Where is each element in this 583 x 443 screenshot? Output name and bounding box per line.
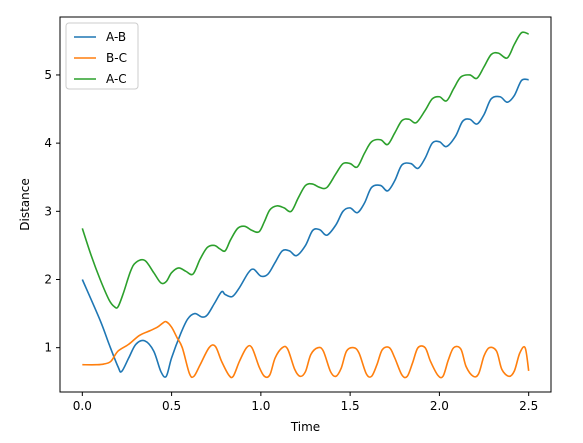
y-tick-label: 5	[44, 68, 52, 82]
series-line-a-c	[81, 31, 529, 309]
y-axis-label: Distance	[18, 178, 32, 230]
y-tick-label: 2	[44, 273, 52, 287]
x-tick-label: 2.0	[430, 399, 449, 413]
series-line-b-c	[82, 320, 530, 379]
legend-label: B-C	[106, 51, 127, 65]
legend-label: A-C	[106, 72, 127, 86]
plot-area	[59, 16, 552, 393]
y-tick-label: 1	[44, 341, 52, 355]
x-axis-label: Time	[290, 420, 320, 434]
legend-label: A-B	[106, 30, 126, 44]
y-tick-label: 4	[44, 136, 52, 150]
x-tick-label: 0.5	[162, 399, 181, 413]
x-tick-label: 1.0	[251, 399, 270, 413]
legend-box	[65, 22, 139, 90]
x-tick-label: 2.5	[519, 399, 538, 413]
series-line-a-b	[81, 78, 529, 378]
y-tick-label: 3	[44, 204, 52, 218]
x-tick-label: 0.0	[73, 399, 92, 413]
x-tick-label: 1.5	[341, 399, 360, 413]
